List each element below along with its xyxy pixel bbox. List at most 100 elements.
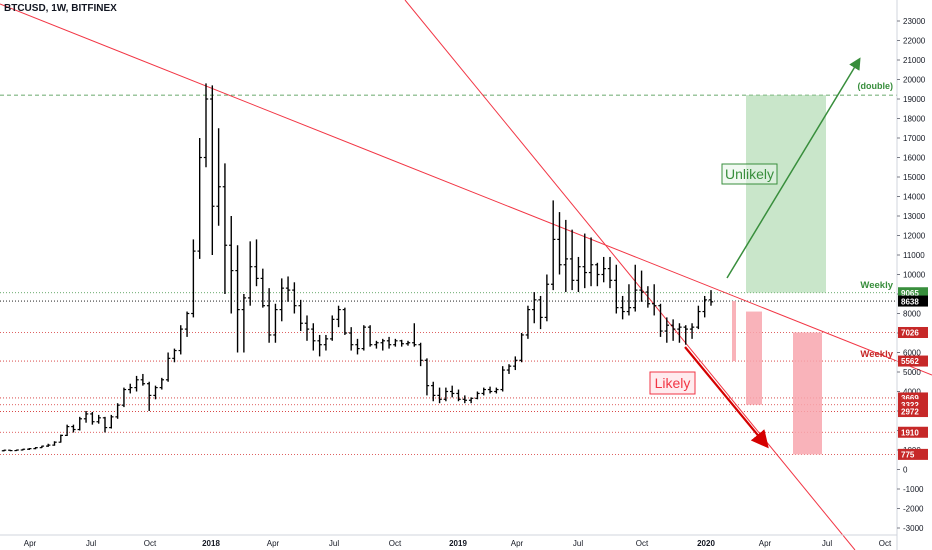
ohlc-bar xyxy=(449,385,455,398)
ohlc-bar xyxy=(456,389,461,402)
time-axis[interactable]: Apr Jul Oct 2018 Apr Jul Oct 2019 Apr Jul Oct 2020 A… xyxy=(0,534,897,548)
ohlc-bar xyxy=(247,241,253,306)
price-tick-label: 13000 xyxy=(903,212,926,221)
time-tick-label: Oct xyxy=(144,539,157,548)
price-tick-label: 15000 xyxy=(903,173,926,182)
ohlc-bar xyxy=(165,352,171,382)
svg-text:8638: 8638 xyxy=(901,297,919,306)
trendline-descending[interactable] xyxy=(0,3,932,376)
unlikely-box xyxy=(721,163,778,185)
ohlc-bar xyxy=(266,288,272,343)
projection-zones xyxy=(732,95,826,455)
bearish-arrow[interactable] xyxy=(684,346,769,449)
ohlc-bar xyxy=(102,416,108,433)
ohlc-bar xyxy=(342,307,348,335)
ohlc-bar xyxy=(696,305,701,330)
price-label: 2972 xyxy=(898,406,928,418)
likely-box xyxy=(649,371,696,395)
ohlc-bar xyxy=(601,256,606,283)
ohlc-bar xyxy=(670,319,676,341)
ohlc-bar xyxy=(633,264,638,312)
ohlc-bar xyxy=(178,325,183,355)
ohlc-bar xyxy=(569,229,575,291)
ohlc-bar xyxy=(115,403,120,419)
ohlc-bar xyxy=(399,339,404,347)
ohlc-bar xyxy=(210,85,215,255)
ohlc-bar xyxy=(468,397,474,404)
price-tick-label: -3000 xyxy=(903,524,924,533)
price-tick-label: 4000 xyxy=(903,388,921,397)
ohlc-bar xyxy=(519,333,524,363)
ohlc-bar xyxy=(14,449,19,452)
ohlc-bar xyxy=(550,200,556,291)
ohlc-bar xyxy=(20,448,26,451)
ohlc-bar xyxy=(184,311,190,337)
ohlc-bar xyxy=(77,416,82,431)
ohlc-bar xyxy=(708,290,714,306)
zone-green-target xyxy=(746,95,826,293)
ohlc-bar xyxy=(494,387,499,394)
ohlc-bar xyxy=(367,325,373,347)
ohlc-bar xyxy=(481,387,486,396)
ohlc-bar xyxy=(348,327,354,351)
ohlc-bar xyxy=(140,373,146,386)
price-tick-label: -1000 xyxy=(903,485,924,494)
ohlc-bar xyxy=(222,163,228,294)
weekly-label-bottom: Weekly xyxy=(860,349,893,360)
price-label: 5562 xyxy=(898,355,928,367)
ohlc-bar xyxy=(506,364,512,374)
ohlc-bar xyxy=(172,348,177,363)
ohlc-bar xyxy=(52,441,57,446)
ohlc-bar xyxy=(229,216,234,314)
ohlc-bar xyxy=(576,256,581,293)
ohlc-bar xyxy=(96,414,101,424)
price-bars xyxy=(1,83,714,452)
price-label: 8638 xyxy=(898,295,928,307)
ohlc-bar xyxy=(292,282,297,314)
ohlc-bar xyxy=(134,375,139,392)
svg-text:5562: 5562 xyxy=(901,357,919,366)
price-tick-label: 16000 xyxy=(903,154,926,163)
ohlc-bar xyxy=(607,256,613,289)
ohlc-bar xyxy=(153,385,158,400)
ohlc-bar xyxy=(1,449,7,452)
ohlc-bar xyxy=(393,338,398,347)
zone-red-mid xyxy=(746,311,762,405)
ohlc-bar xyxy=(33,447,38,450)
ohlc-bar xyxy=(27,448,32,450)
trendline-steep[interactable] xyxy=(404,0,856,550)
time-tick-label: Oct xyxy=(389,539,402,548)
ohlc-bar xyxy=(689,323,695,339)
time-tick-label: Apr xyxy=(759,539,772,548)
ohlc-bar xyxy=(336,305,341,328)
ohlc-bar xyxy=(639,270,644,302)
ohlc-bar xyxy=(71,424,76,433)
ohlc-bar xyxy=(424,358,430,396)
ohlc-bar xyxy=(58,434,64,443)
ohlc-bar xyxy=(8,449,13,452)
svg-text:9065: 9065 xyxy=(901,289,919,298)
bullish-arrow[interactable] xyxy=(726,57,861,279)
ohlc-bar xyxy=(626,284,632,316)
price-tick-label: 17000 xyxy=(903,134,926,143)
ohlc-bar xyxy=(487,386,493,394)
symbol-title: BTCUSD, 1W, BITFINEX xyxy=(4,3,117,14)
price-tick-label: -2000 xyxy=(903,505,924,514)
ohlc-bar xyxy=(645,286,651,308)
ohlc-bar xyxy=(437,387,442,404)
ohlc-bar xyxy=(431,381,436,402)
ohlc-bar xyxy=(475,391,480,400)
ohlc-bar xyxy=(620,295,625,320)
ohlc-bar xyxy=(273,303,278,343)
price-tick-label: 14000 xyxy=(903,193,926,202)
ohlc-bar xyxy=(109,414,114,429)
zone-red-small xyxy=(732,301,736,362)
unlikely-label: Unlikely xyxy=(725,166,774,182)
ohlc-bar xyxy=(525,305,531,339)
time-tick-label: Jul xyxy=(573,539,583,548)
likely-label: Likely xyxy=(655,375,691,391)
svg-text:1910: 1910 xyxy=(901,428,919,437)
ohlc-bar xyxy=(532,292,537,324)
price-tick-label: 21000 xyxy=(903,56,926,65)
